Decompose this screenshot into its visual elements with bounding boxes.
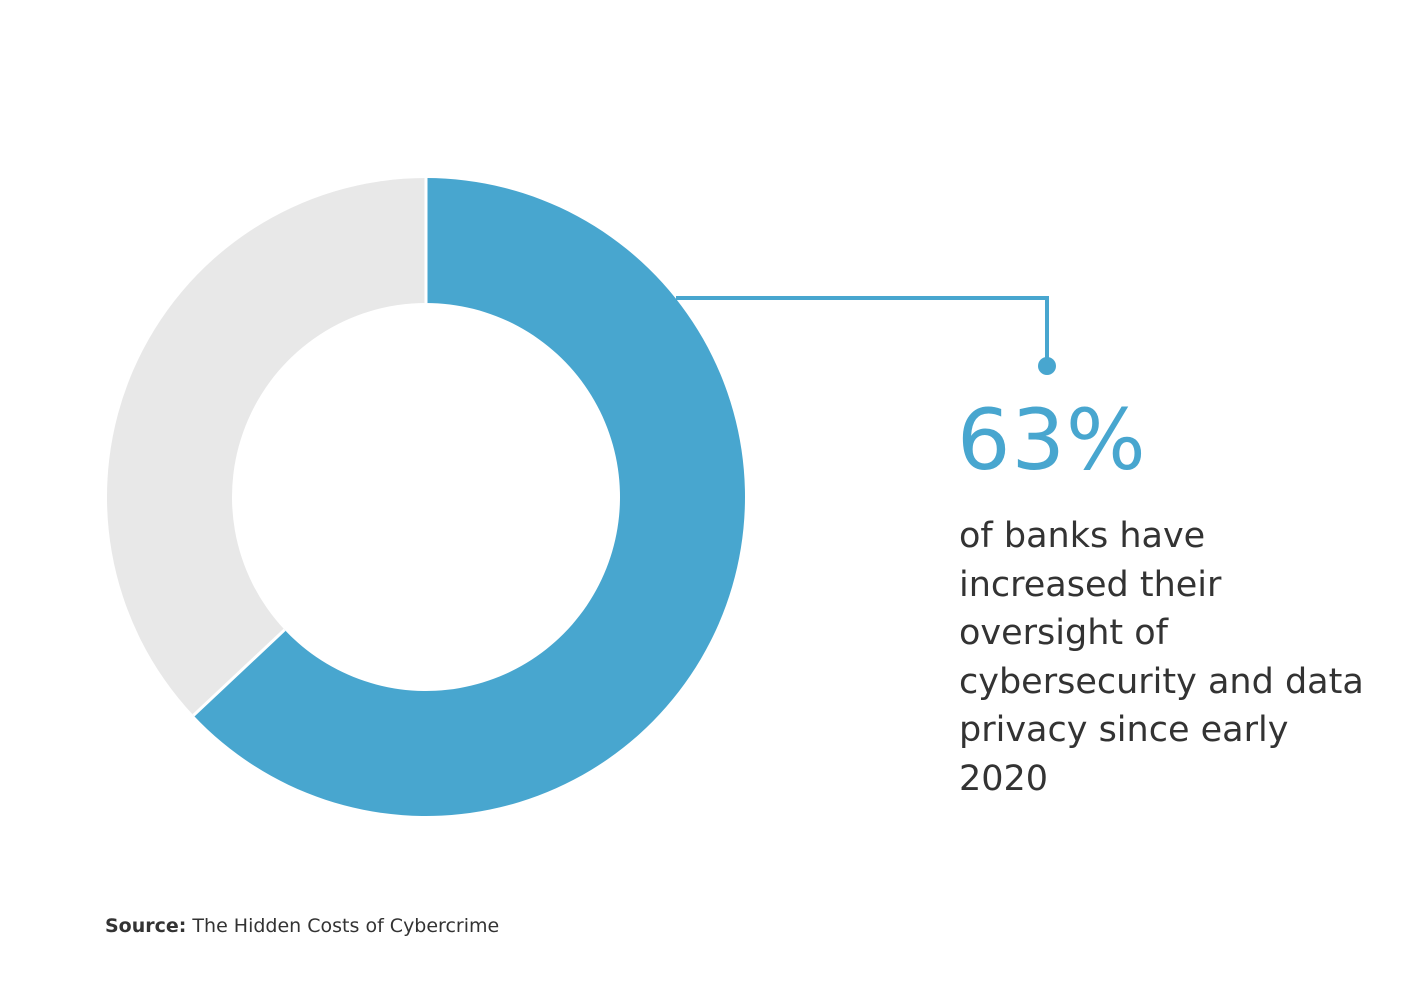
donut-slices xyxy=(106,178,746,816)
donut-slice-0 xyxy=(193,178,746,816)
callout-line xyxy=(676,296,1049,366)
stat-description: of banks have increased their oversight … xyxy=(959,516,1364,799)
callout-leader xyxy=(676,296,1056,375)
source-text: The Hidden Costs of Cybercrime xyxy=(186,915,500,937)
source-note: Source: The Hidden Costs of Cybercrime xyxy=(105,915,499,937)
source-label: Source: xyxy=(105,915,187,937)
callout-dot xyxy=(1038,357,1056,375)
stat-value: 63% xyxy=(957,391,1147,489)
donut-slice-1 xyxy=(106,178,427,716)
slice-separator-1 xyxy=(192,628,286,717)
